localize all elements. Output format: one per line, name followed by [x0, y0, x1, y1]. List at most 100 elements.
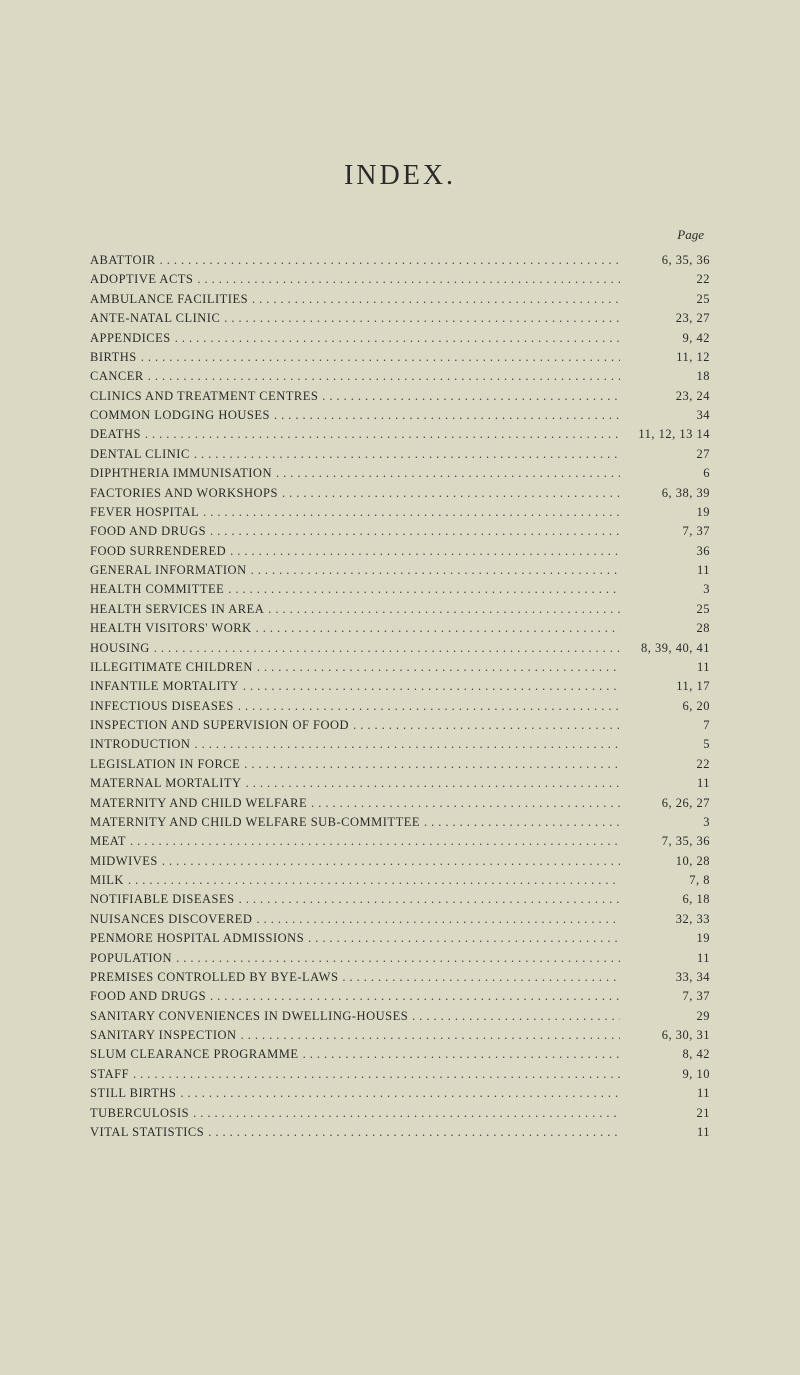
- index-row: INFANTILE MORTALITY11, 17: [90, 677, 710, 696]
- entry-label: DEATHS: [90, 425, 141, 444]
- index-row: INFECTIOUS DISEASES 6, 20: [90, 697, 710, 716]
- leader-dots: [307, 794, 620, 813]
- page-reference: 7: [620, 716, 710, 735]
- leader-dots: [226, 542, 620, 561]
- index-row: ADOPTIVE ACTS22: [90, 270, 710, 289]
- leader-dots: [252, 619, 620, 638]
- page-reference: 9, 42: [620, 329, 710, 348]
- page-reference: 21: [620, 1104, 710, 1123]
- leader-dots: [176, 1084, 620, 1103]
- entry-label: INFECTIOUS DISEASES: [90, 697, 234, 716]
- index-row: NOTIFIABLE DISEASES6, 18: [90, 890, 710, 909]
- entry-label: MIDWIVES: [90, 852, 158, 871]
- index-row: VITAL STATISTICS 11: [90, 1123, 710, 1142]
- leader-dots: [190, 445, 620, 464]
- entry-label: MILK: [90, 871, 124, 890]
- entry-label: FOOD AND DRUGS: [90, 987, 206, 1006]
- index-row: CLINICS AND TREATMENT CENTRES 23, 24: [90, 387, 710, 406]
- page-reference: 19: [620, 929, 710, 948]
- index-row: DENTAL CLINIC27: [90, 445, 710, 464]
- page-reference: 7, 8: [620, 871, 710, 890]
- entry-label: CLINICS AND TREATMENT CENTRES: [90, 387, 318, 406]
- page-reference: 28: [620, 619, 710, 638]
- page-reference: 11, 12, 13 14: [620, 425, 710, 444]
- index-title: INDEX.: [90, 160, 710, 192]
- leader-dots: [137, 348, 620, 367]
- page-reference: 22: [620, 270, 710, 289]
- leader-dots: [408, 1007, 620, 1026]
- leader-dots: [420, 813, 620, 832]
- page-reference: 6, 30, 31: [620, 1026, 710, 1045]
- entry-label: BIRTHS: [90, 348, 137, 367]
- page-reference: 6, 38, 39: [620, 484, 710, 503]
- index-row: HEALTH COMMITTEE3: [90, 580, 710, 599]
- page-reference: 32, 33: [620, 910, 710, 929]
- index-row: FEVER HOSPITAL19: [90, 503, 710, 522]
- leader-dots: [264, 600, 620, 619]
- page-reference: 6, 35, 36: [620, 251, 710, 270]
- page-reference: 23, 24: [620, 387, 710, 406]
- entry-label: PREMISES CONTROLLED BY BYE-LAWS: [90, 968, 338, 987]
- leader-dots: [156, 251, 620, 270]
- page-reference: 18: [620, 367, 710, 386]
- index-row: DIPHTHERIA IMMUNISATION 6: [90, 464, 710, 483]
- index-row: STILL BIRTHS11: [90, 1084, 710, 1103]
- index-row: COMMON LODGING HOUSES34: [90, 406, 710, 425]
- leader-dots: [299, 1045, 620, 1064]
- index-row: APPENDICES9, 42: [90, 329, 710, 348]
- leader-dots: [253, 658, 620, 677]
- index-row: HOUSING8, 39, 40, 41: [90, 639, 710, 658]
- leader-dots: [272, 464, 620, 483]
- entry-label: HEALTH SERVICES IN AREA: [90, 600, 264, 619]
- leader-dots: [141, 425, 620, 444]
- page-reference: 5: [620, 735, 710, 754]
- page-reference: 7, 35, 36: [620, 832, 710, 851]
- page-reference: 11, 17: [620, 677, 710, 696]
- page-reference: 6, 20: [620, 697, 710, 716]
- entry-label: ABATTOIR: [90, 251, 156, 270]
- page-reference: 11: [620, 774, 710, 793]
- page-reference: 7, 37: [620, 522, 710, 541]
- leader-dots: [237, 1026, 620, 1045]
- page-reference: 6: [620, 464, 710, 483]
- page-reference: 7, 37: [620, 987, 710, 1006]
- page-reference: 11: [620, 1123, 710, 1142]
- index-row: TUBERCULOSIS21: [90, 1104, 710, 1123]
- page-reference: 11: [620, 658, 710, 677]
- entry-label: INSPECTION AND SUPERVISION OF FOOD: [90, 716, 349, 735]
- leader-dots: [172, 949, 620, 968]
- entry-label: LEGISLATION IN FORCE: [90, 755, 240, 774]
- entry-label: POPULATION: [90, 949, 172, 968]
- leader-dots: [129, 1065, 620, 1084]
- leader-dots: [124, 871, 620, 890]
- entry-label: VITAL STATISTICS: [90, 1123, 204, 1142]
- index-row: INSPECTION AND SUPERVISION OF FOOD 7: [90, 716, 710, 735]
- page-reference: 27: [620, 445, 710, 464]
- index-row: LEGISLATION IN FORCE22: [90, 755, 710, 774]
- page-reference: 10, 28: [620, 852, 710, 871]
- entry-label: MEAT: [90, 832, 126, 851]
- entry-label: DIPHTHERIA IMMUNISATION: [90, 464, 272, 483]
- entry-label: HEALTH COMMITTEE: [90, 580, 224, 599]
- index-row: PENMORE HOSPITAL ADMISSIONS19: [90, 929, 710, 948]
- entry-label: STAFF: [90, 1065, 129, 1084]
- entry-label: STILL BIRTHS: [90, 1084, 176, 1103]
- index-row: CANCER18: [90, 367, 710, 386]
- page-reference: 33, 34: [620, 968, 710, 987]
- index-row: SANITARY INSPECTION6, 30, 31: [90, 1026, 710, 1045]
- index-row: MATERNITY AND CHILD WELFARE6, 26, 27: [90, 794, 710, 813]
- leader-dots: [239, 677, 620, 696]
- index-row: ABATTOIR 6, 35, 36: [90, 251, 710, 270]
- leader-dots: [204, 1123, 620, 1142]
- leader-dots: [190, 735, 620, 754]
- index-row: NUISANCES DISCOVERED32, 33: [90, 910, 710, 929]
- leader-dots: [199, 503, 620, 522]
- index-row: GENERAL INFORMATION11: [90, 561, 710, 580]
- leader-dots: [206, 987, 620, 1006]
- index-row: MATERNITY AND CHILD WELFARE SUB-COMMITTE…: [90, 813, 710, 832]
- entry-label: FOOD AND DRUGS: [90, 522, 206, 541]
- page-reference: 3: [620, 813, 710, 832]
- leader-dots: [304, 929, 620, 948]
- entry-label: HOUSING: [90, 639, 150, 658]
- index-row: SANITARY CONVENIENCES IN DWELLING-HOUSES…: [90, 1007, 710, 1026]
